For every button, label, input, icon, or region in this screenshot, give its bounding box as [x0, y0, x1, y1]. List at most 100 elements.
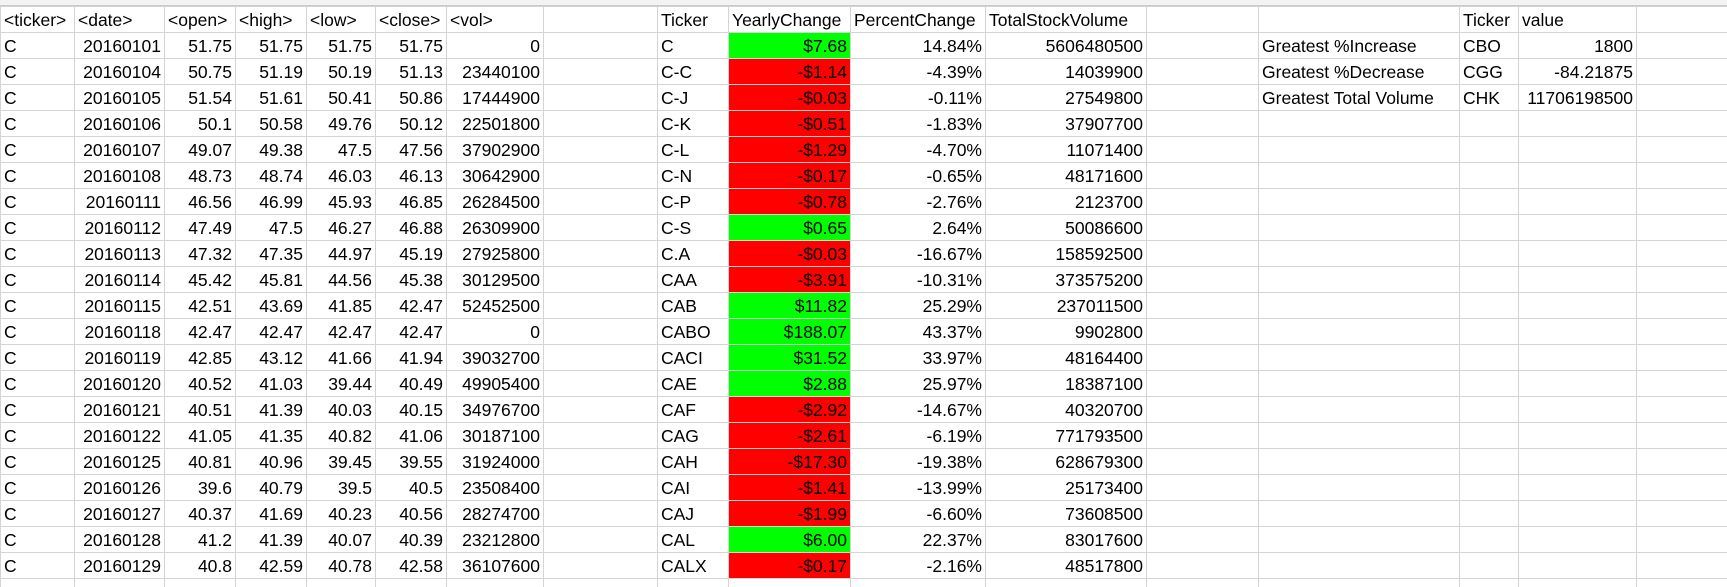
summary-cell[interactable]: 18387100	[985, 370, 1147, 397]
greatest-ticker[interactable]: CGG	[1459, 58, 1519, 85]
empty-cell[interactable]	[1636, 110, 1727, 137]
data-cell[interactable]: 42.47	[375, 318, 447, 345]
summary-cell[interactable]: 43.37%	[850, 318, 986, 345]
empty-cell[interactable]	[1518, 240, 1637, 267]
empty-cell[interactable]	[1146, 136, 1259, 163]
summary-cell[interactable]: 11071400	[985, 136, 1147, 163]
data-cell[interactable]: 46.27	[306, 214, 376, 241]
summary-cell[interactable]: C	[657, 32, 729, 59]
data-cell[interactable]: 46.88	[375, 214, 447, 241]
summary-header[interactable]: TotalStockVolume	[985, 6, 1147, 33]
data-cell[interactable]: 41.2	[164, 526, 236, 553]
data-cell[interactable]: 40.78	[306, 552, 376, 579]
data-cell[interactable]: 45.38	[375, 266, 447, 293]
empty-cell[interactable]	[1258, 292, 1460, 319]
empty-cell[interactable]	[543, 188, 658, 215]
data-cell[interactable]: 20160115	[74, 292, 165, 319]
data-cell[interactable]: 22501800	[446, 110, 544, 137]
summary-cell[interactable]: 628679300	[985, 448, 1147, 475]
data-cell[interactable]: C	[0, 552, 75, 579]
summary-cell[interactable]: 48171600	[985, 162, 1147, 189]
data-cell[interactable]: 51.75	[164, 32, 236, 59]
greatest-label[interactable]: Greatest %Decrease	[1258, 58, 1460, 85]
data-cell[interactable]: 43.12	[235, 344, 307, 371]
empty-cell[interactable]	[850, 578, 986, 587]
empty-cell[interactable]	[1459, 396, 1519, 423]
empty-cell[interactable]	[1636, 136, 1727, 163]
summary-cell[interactable]: CAG	[657, 422, 729, 449]
empty-cell[interactable]	[1146, 266, 1259, 293]
data-cell[interactable]: C	[0, 266, 75, 293]
summary-cell[interactable]: 14039900	[985, 58, 1147, 85]
empty-cell[interactable]	[1518, 526, 1637, 553]
empty-cell[interactable]	[1636, 84, 1727, 111]
empty-cell[interactable]	[74, 578, 165, 587]
summary-cell[interactable]: 50086600	[985, 214, 1147, 241]
data-cell[interactable]: 43.69	[235, 292, 307, 319]
data-cell[interactable]: 20160121	[74, 396, 165, 423]
data-cell[interactable]: C	[0, 422, 75, 449]
data-cell[interactable]: 27925800	[446, 240, 544, 267]
data-cell[interactable]: 41.69	[235, 500, 307, 527]
empty-cell[interactable]	[1636, 214, 1727, 241]
data-cell[interactable]: 37902900	[446, 136, 544, 163]
data-cell[interactable]: 40.96	[235, 448, 307, 475]
empty-cell[interactable]	[543, 110, 658, 137]
data-cell[interactable]: 39032700	[446, 344, 544, 371]
summary-cell[interactable]: 9902800	[985, 318, 1147, 345]
data-cell[interactable]: 30129500	[446, 266, 544, 293]
empty-cell[interactable]	[1146, 110, 1259, 137]
empty-cell[interactable]	[543, 526, 658, 553]
data-cell[interactable]: 47.49	[164, 214, 236, 241]
empty-cell[interactable]	[543, 136, 658, 163]
data-cell[interactable]: C	[0, 214, 75, 241]
data-cell[interactable]: 46.13	[375, 162, 447, 189]
empty-cell[interactable]	[1636, 318, 1727, 345]
summary-cell[interactable]: $31.52	[728, 344, 851, 371]
empty-cell[interactable]	[1636, 344, 1727, 371]
empty-cell[interactable]	[1146, 526, 1259, 553]
data-cell[interactable]: 49.07	[164, 136, 236, 163]
data-cell[interactable]: C	[0, 318, 75, 345]
data-cell[interactable]: 41.94	[375, 344, 447, 371]
summary-cell[interactable]: -2.76%	[850, 188, 986, 215]
summary-cell[interactable]: 73608500	[985, 500, 1147, 527]
summary-header[interactable]: Ticker	[657, 6, 729, 33]
summary-cell[interactable]: C-S	[657, 214, 729, 241]
data-cell[interactable]: 42.51	[164, 292, 236, 319]
summary-cell[interactable]: -$1.41	[728, 474, 851, 501]
data-cell[interactable]: 20160122	[74, 422, 165, 449]
summary-cell[interactable]: -$1.14	[728, 58, 851, 85]
summary-cell[interactable]: $2.88	[728, 370, 851, 397]
data-cell[interactable]: 30187100	[446, 422, 544, 449]
empty-cell[interactable]	[235, 578, 307, 587]
data-cell[interactable]: 50.12	[375, 110, 447, 137]
data-cell[interactable]: 42.47	[375, 292, 447, 319]
summary-cell[interactable]: 2.64%	[850, 214, 986, 241]
empty-cell[interactable]	[1636, 162, 1727, 189]
empty-cell[interactable]	[1459, 422, 1519, 449]
empty-cell[interactable]	[1518, 422, 1637, 449]
data-cell[interactable]: 48.73	[164, 162, 236, 189]
column-header[interactable]: <low>	[306, 6, 376, 33]
data-cell[interactable]: 46.99	[235, 188, 307, 215]
data-cell[interactable]: 51.54	[164, 84, 236, 111]
data-cell[interactable]: 51.75	[306, 32, 376, 59]
empty-cell[interactable]	[1636, 578, 1727, 587]
empty-cell[interactable]	[375, 578, 447, 587]
data-cell[interactable]: 42.47	[164, 318, 236, 345]
empty-cell[interactable]	[1258, 188, 1460, 215]
summary-cell[interactable]: -0.65%	[850, 162, 986, 189]
empty-cell[interactable]	[1146, 240, 1259, 267]
data-cell[interactable]: 40.03	[306, 396, 376, 423]
data-cell[interactable]: 40.07	[306, 526, 376, 553]
data-cell[interactable]: 40.81	[164, 448, 236, 475]
empty-cell[interactable]	[1459, 266, 1519, 293]
summary-cell[interactable]: C-K	[657, 110, 729, 137]
empty-cell[interactable]	[1459, 370, 1519, 397]
data-cell[interactable]: 20160108	[74, 162, 165, 189]
empty-cell[interactable]	[1146, 422, 1259, 449]
summary-cell[interactable]: C-N	[657, 162, 729, 189]
data-cell[interactable]: C	[0, 240, 75, 267]
data-cell[interactable]: 20160126	[74, 474, 165, 501]
